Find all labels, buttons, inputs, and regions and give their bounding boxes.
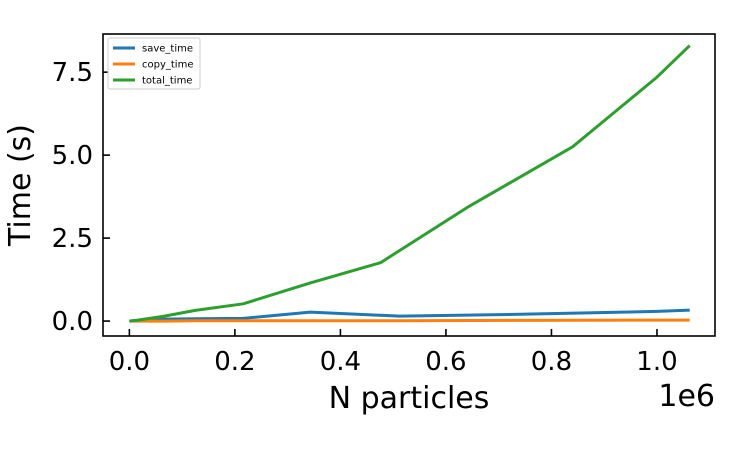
plot-area — [103, 34, 715, 336]
x-axis-label: N particles — [329, 381, 490, 416]
x-tick-label: 0.2 — [214, 347, 255, 377]
x-tick-label: 0.8 — [531, 347, 572, 377]
legend-box — [107, 37, 201, 90]
legend-label-copy_time: copy_time — [142, 60, 193, 71]
legend-label-total_time: total_time — [142, 76, 192, 87]
x-tick-label: 1.0 — [636, 347, 677, 377]
legend: save_time copy_time total_time — [107, 37, 201, 90]
x-tick-label: 0.4 — [320, 347, 361, 377]
legend-items: save_time copy_time total_time — [113, 44, 193, 87]
plot-frame — [102, 33, 716, 337]
x-axis: 0.0 0.2 0.4 0.6 0.8 1.0 — [109, 329, 678, 377]
series-layer — [129, 44, 691, 323]
x-tick-label: 0.0 — [109, 347, 150, 377]
x-tick-label: 0.6 — [425, 347, 466, 377]
series-line-copy_time — [129, 318, 690, 323]
y-tick-label: 5.0 — [52, 141, 93, 171]
series-line-total_time — [129, 44, 691, 323]
y-axis-label: Time (s) — [3, 124, 38, 247]
legend-label-save_time: save_time — [142, 44, 193, 55]
y-axis: 0.0 2.5 5.0 7.5 — [52, 58, 110, 337]
y-tick-label: 7.5 — [52, 58, 93, 88]
y-tick-label: 2.5 — [52, 224, 93, 254]
y-tick-label: 0.0 — [52, 307, 93, 337]
x-offset-label: 1e6 — [658, 379, 715, 414]
